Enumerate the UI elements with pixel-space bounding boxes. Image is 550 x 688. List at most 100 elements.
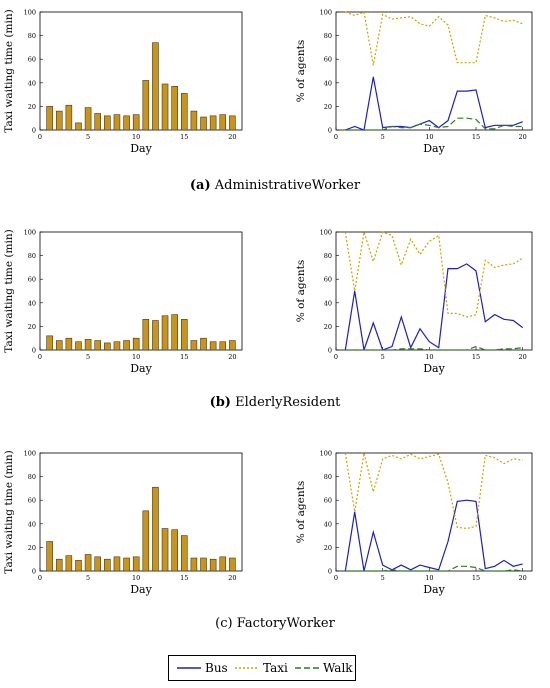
panel-1-waiting-chart: 0 20 40 60 80 100 0 5 10 15 20 Day Taxi waiting time… (3, 229, 243, 375)
panel-2-waiting-bar (123, 557, 130, 572)
panel-1-waiting-ylabel: Taxi waiting time (min) (3, 229, 15, 352)
panel-2-waiting-xtick-label: 20 (228, 574, 236, 582)
panel-0-waiting-bar (161, 83, 169, 131)
panel-2-agents-ytick-label: 20 (324, 544, 332, 552)
panel-1-waiting-ytick-label: 60 (28, 276, 36, 284)
panel-1-waiting-bar (171, 314, 178, 351)
panel-1-agents-xtick-label: 10 (425, 353, 433, 361)
caption-a: (a) AdministrativeWorker (0, 178, 550, 193)
panel-1-waiting-bar (161, 315, 169, 351)
panel-1-agents-xtick-label: 15 (472, 353, 480, 361)
panel-0-waiting-bar (84, 107, 92, 131)
panel-1-agents-xlabel: Day (423, 362, 445, 375)
panel-1-waiting-xtick-label: 10 (132, 353, 140, 361)
panel-2-waiting-bar (219, 556, 227, 572)
panel-0-waiting-ytick-label: 20 (28, 103, 36, 111)
panel-0-waiting-bar (229, 115, 236, 131)
panel-1-waiting-bar (209, 341, 217, 351)
panel-2-agents-xtick-label: 0 (334, 574, 338, 582)
panel-1-waiting-bar (65, 337, 73, 351)
panel-2-waiting-bar (181, 535, 188, 572)
panel-2-waiting-ytick-label: 80 (28, 473, 36, 481)
panel-1-agents-ytick-label: 0 (328, 347, 332, 355)
legend-bus-swatch (177, 667, 201, 669)
panel-0-waiting-ytick-label: 100 (24, 9, 36, 17)
panel-0-waiting-xtick-label: 10 (132, 133, 140, 141)
panel-2-waiting-bar (209, 558, 217, 572)
caption-c: (c) FactoryWorker (0, 616, 550, 631)
panel-0-waiting-ytick-label: 80 (28, 32, 36, 40)
panel-1-waiting-ytick-label: 40 (28, 299, 36, 307)
panel-0-agents-ytick-label: 80 (324, 32, 332, 40)
panel-2-waiting-xtick-label: 10 (132, 574, 140, 582)
panel-0-agents-xtick-label: 5 (381, 133, 385, 141)
panel-1-series-bus-line (344, 263, 524, 351)
panel-2-waiting-bar (65, 555, 73, 572)
panel-0-series-walk-line (345, 117, 523, 131)
panel-0-agents-xlabel: Day (423, 142, 445, 155)
panel-1-waiting-bar (104, 342, 111, 351)
panel-0-waiting-xtick-label: 20 (228, 133, 236, 141)
caption-c-tag: (c) (215, 616, 233, 631)
caption-a-name: AdministrativeWorker (214, 178, 361, 193)
panel-0-waiting-xtick-label: 0 (38, 133, 42, 141)
panel-0-waiting-frame (39, 11, 243, 131)
caption-b-name: ElderlyResident (235, 395, 341, 410)
panel-1-waiting-ytick-label: 20 (28, 323, 36, 331)
panel-2-waiting-ytick-label: 100 (24, 450, 36, 458)
panel-0-agents-ytick-label: 100 (320, 9, 332, 17)
panel-2-waiting-bar (113, 556, 121, 572)
panel-0-waiting-bar (171, 86, 178, 131)
panel-2-waiting-bar (229, 557, 236, 572)
panel-0-waiting-bar (75, 122, 82, 131)
panel-0-waiting-bar (113, 114, 121, 131)
panel-0-series-bus-line (345, 76, 523, 131)
panel-1-waiting-bar (152, 320, 159, 351)
panel-1-waiting-bar (142, 319, 150, 351)
panel-0-waiting-bar (132, 114, 140, 131)
panel-0-waiting-bar (123, 115, 130, 131)
panel-2-agents-ylabel: % of agents (295, 481, 307, 543)
panel-0-agents-xtick-label: 0 (334, 133, 338, 141)
panel-0-waiting-bar (209, 115, 217, 131)
caption-a-tag: (a) (189, 178, 211, 193)
panel-2-agents-frame (335, 452, 533, 572)
panel-1-waiting-bar (123, 340, 130, 351)
panel-1-waiting-xtick-label: 15 (180, 353, 188, 361)
panel-2-agents-xtick-label: 20 (519, 574, 527, 582)
panel-2-waiting-bar (132, 556, 140, 572)
legend-walk-swatch (295, 667, 319, 669)
panel-0-waiting-bar (55, 110, 63, 131)
panel-1-agents-ytick-label: 40 (324, 299, 332, 307)
panel-0-waiting-xtick-label: 15 (180, 133, 188, 141)
legend-bus-label: Bus (205, 661, 228, 675)
legend-walk-label: Walk (323, 661, 353, 675)
panel-1-waiting-frame (39, 231, 243, 351)
panel-2-waiting-xtick-label: 5 (86, 574, 90, 582)
panel-2-waiting-ylabel: Taxi waiting time (min) (3, 450, 15, 573)
panel-1-waiting-bar (229, 340, 236, 351)
panel-0-waiting-bar (219, 114, 227, 131)
panel-0-waiting-bar (142, 80, 150, 131)
panel-2-agents-ytick-label: 80 (324, 473, 332, 481)
panel-2-waiting-ytick-label: 60 (28, 497, 36, 505)
panel-0-series-taxi-line (345, 11, 523, 66)
panel-0-agents-chart: 0 20 40 60 80 100 0 5 10 15 20 Day % of agents (295, 9, 533, 155)
panel-2-waiting-bar (171, 529, 178, 572)
panel-1-series-walk-line (345, 345, 523, 351)
panel-1-waiting-bar (75, 341, 82, 351)
panel-0-waiting-ytick-label: 60 (28, 56, 36, 64)
panel-2-waiting-bar (200, 557, 207, 572)
panel-2-agents-ytick-label: 60 (324, 497, 332, 505)
panel-1-waiting-bar (55, 340, 63, 351)
panel-1-waiting-ytick-label: 0 (32, 347, 36, 355)
panel-1-agents-ylabel: % of agents (295, 260, 307, 322)
panel-1-agents-xtick-label: 0 (334, 353, 338, 361)
panel-2-series-bus-line (344, 499, 523, 572)
panel-2-series-taxi-line (344, 452, 523, 530)
panel-2-waiting-xtick-label: 15 (180, 574, 188, 582)
panel-0-waiting-ytick-label: 40 (28, 79, 36, 87)
panel-1-waiting-xtick-label: 0 (38, 353, 42, 361)
panel-2-waiting-frame (39, 452, 243, 572)
